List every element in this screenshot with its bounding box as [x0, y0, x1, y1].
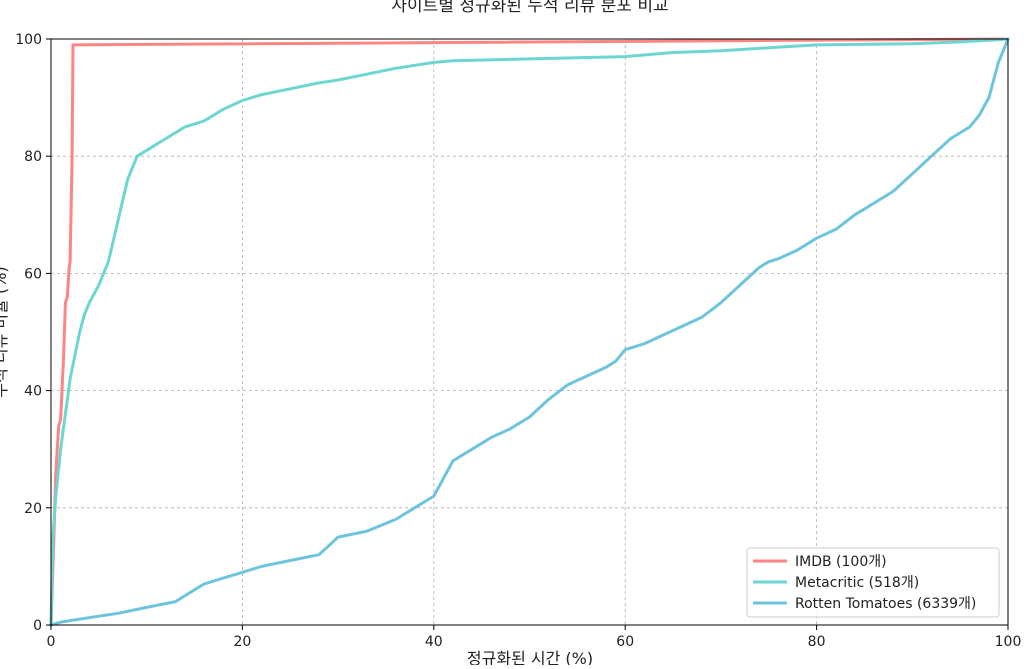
series-line-2 — [49, 37, 1010, 627]
x-tick-label: 60 — [616, 634, 634, 650]
legend-box — [746, 547, 1000, 618]
legend-label: Metacritic (518개) — [795, 575, 919, 591]
plot-frame — [50, 38, 1009, 626]
series-layer — [49, 37, 1010, 627]
y-tick-label: 20 — [24, 501, 42, 517]
chart-title: 사이트별 정규화된 누적 리뷰 분포 비교 — [391, 0, 668, 16]
y-tick-label: 40 — [24, 384, 42, 400]
x-tick-label: 0 — [47, 634, 56, 650]
y-axis-title: 누적 리뷰 비율 (%) — [0, 266, 10, 397]
x-tick-label: 40 — [425, 634, 443, 650]
y-tick-label: 80 — [24, 149, 42, 165]
legend-label: Rotten Tomatoes (6339개) — [795, 596, 976, 612]
x-tick-label: 80 — [808, 634, 826, 650]
legend: IMDB (100개) Metacritic (518개) Rotten Tomat… — [746, 547, 1000, 618]
y-tick-label: 60 — [24, 266, 42, 282]
series-line-0 — [49, 37, 1010, 627]
x-tick-label: 20 — [233, 634, 251, 650]
y-tick-label: 100 — [15, 32, 42, 48]
series-line-1 — [49, 37, 1010, 627]
legend-label: IMDB (100개) — [795, 554, 887, 570]
x-axis-title: 정규화된 시간 (%) — [467, 649, 593, 665]
y-tick-label: 0 — [33, 618, 42, 634]
x-tick-label: 100 — [995, 634, 1022, 650]
tick-layer: 0 20 40 60 80 100 0 20 40 60 80 100 — [15, 32, 1021, 650]
